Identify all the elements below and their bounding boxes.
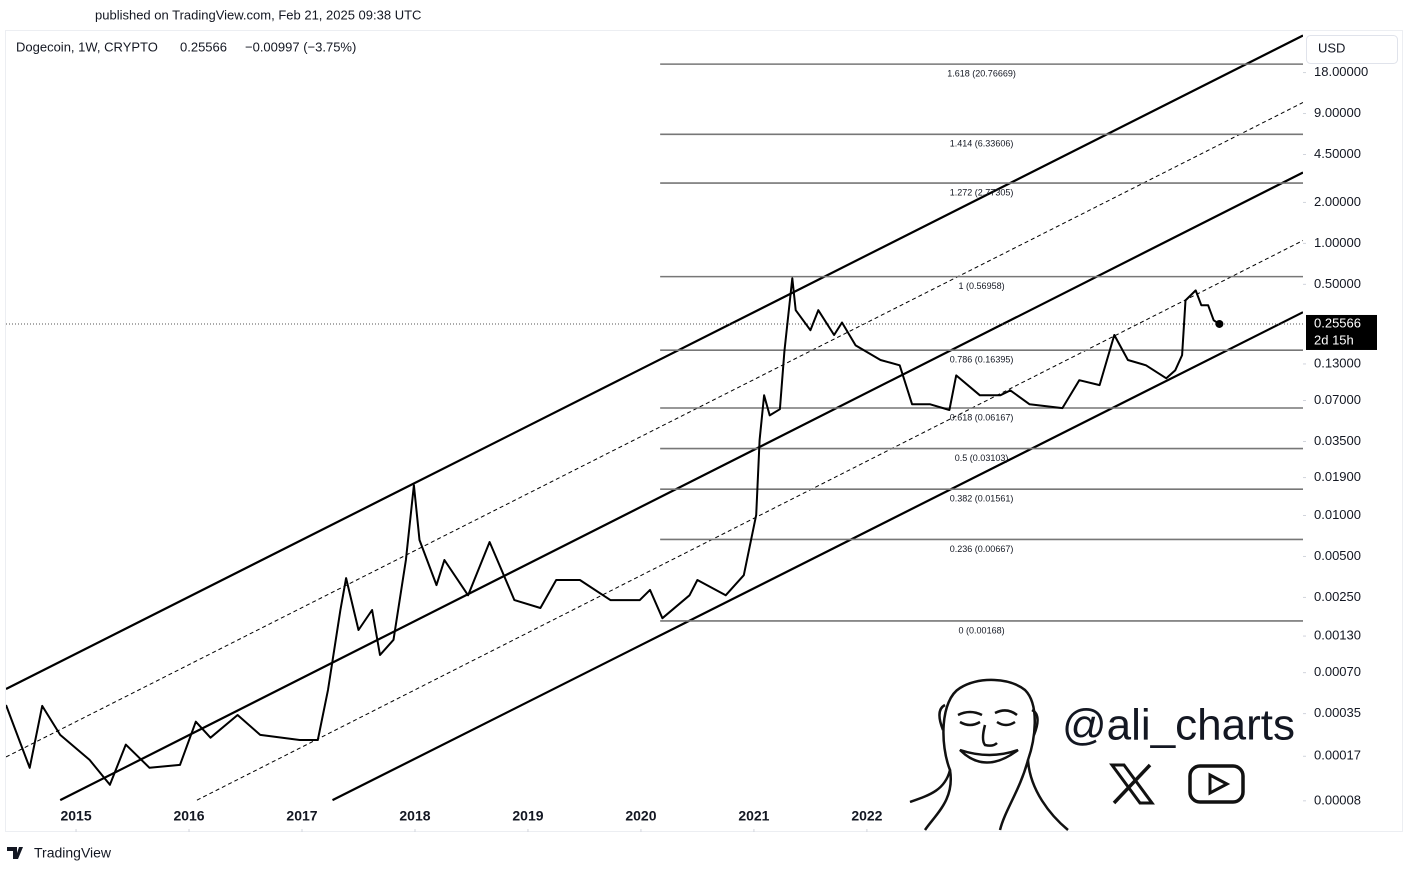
- chart-frame: [5, 30, 1403, 832]
- y-tick-label: 0.01000: [1314, 507, 1361, 522]
- fib-label: 0.5 (0.03103): [955, 453, 1009, 463]
- header-price: 0.25566: [180, 39, 227, 54]
- fib-label: 0 (0.00168): [959, 625, 1005, 635]
- fib-label: 0.786 (0.16395): [950, 355, 1014, 365]
- y-tick-label: 0.00250: [1314, 589, 1361, 604]
- fib-label: 1.272 (2.77305): [950, 187, 1014, 197]
- y-tick-label: 0.07000: [1314, 392, 1361, 407]
- x-tick-label: 2021: [738, 808, 769, 824]
- last-price-label: 0.25566: [1314, 315, 1361, 330]
- currency: USD: [1318, 40, 1345, 55]
- currency-box[interactable]: [1306, 35, 1398, 64]
- published-note: published on TradingView.com, Feb 21, 20…: [95, 7, 421, 22]
- watermark-face: [909, 678, 1069, 831]
- watermark: @ali_charts: [1062, 701, 1295, 750]
- fib-label: 0.236 (0.00667): [950, 544, 1014, 554]
- y-tick-label: 0.00035: [1314, 705, 1361, 720]
- y-tick-label: 0.00130: [1314, 628, 1361, 643]
- plot-area: [6, 34, 1303, 802]
- y-tick-label: 0.00070: [1314, 664, 1361, 679]
- y-tick-label: 0.03500: [1314, 433, 1361, 448]
- y-tick-label: 0.00008: [1314, 792, 1361, 807]
- channel-line: [332, 311, 1303, 802]
- channel-line: [196, 240, 1303, 801]
- y-tick-label: 4.50000: [1314, 146, 1361, 161]
- last-price-box: [1306, 314, 1377, 350]
- brand: TradingView: [34, 845, 112, 861]
- last-point: [1215, 319, 1224, 328]
- header-change: −0.00997 (−3.75%): [245, 39, 356, 54]
- fib-label: 1.618 (20.76669): [947, 69, 1016, 79]
- x-tick-label: 2022: [851, 808, 882, 824]
- channel-line: [6, 102, 1303, 758]
- fib-label: 0.382 (0.01561): [950, 494, 1014, 504]
- fib-label: 0.618 (0.06167): [950, 412, 1014, 422]
- y-tick-label: 0.00500: [1314, 548, 1361, 563]
- x-tick-label: 2017: [286, 808, 317, 824]
- x-icon: [1109, 763, 1155, 805]
- y-tick-label: 18.00000: [1314, 64, 1368, 79]
- y-tick-label: 2.00000: [1314, 194, 1361, 209]
- fib-label: 1.414 (6.33606): [950, 139, 1014, 149]
- y-tick-label: 0.13000: [1314, 355, 1361, 370]
- chart-title: Dogecoin, 1W, CRYPTO: [16, 39, 158, 54]
- x-tick-label: 2020: [625, 808, 656, 824]
- y-tick-label: 0.00017: [1314, 748, 1361, 763]
- price-line: [6, 277, 1220, 786]
- y-tick-label: 1.00000: [1314, 235, 1361, 250]
- x-tick-label: 2015: [60, 808, 91, 824]
- y-tick-label: 9.00000: [1314, 105, 1361, 120]
- y-tick-label: 0.01900: [1314, 469, 1361, 484]
- y-tick-label: 0.50000: [1314, 276, 1361, 291]
- countdown: 2d 15h: [1314, 332, 1354, 347]
- brand-logo: [7, 847, 23, 859]
- x-tick-label: 2016: [173, 808, 204, 824]
- x-tick-label: 2018: [399, 808, 430, 824]
- fib-label: 1 (0.56958): [959, 281, 1005, 291]
- channel-line: [6, 34, 1303, 690]
- x-tick-label: 2019: [512, 808, 543, 824]
- play-icon: [1188, 764, 1245, 804]
